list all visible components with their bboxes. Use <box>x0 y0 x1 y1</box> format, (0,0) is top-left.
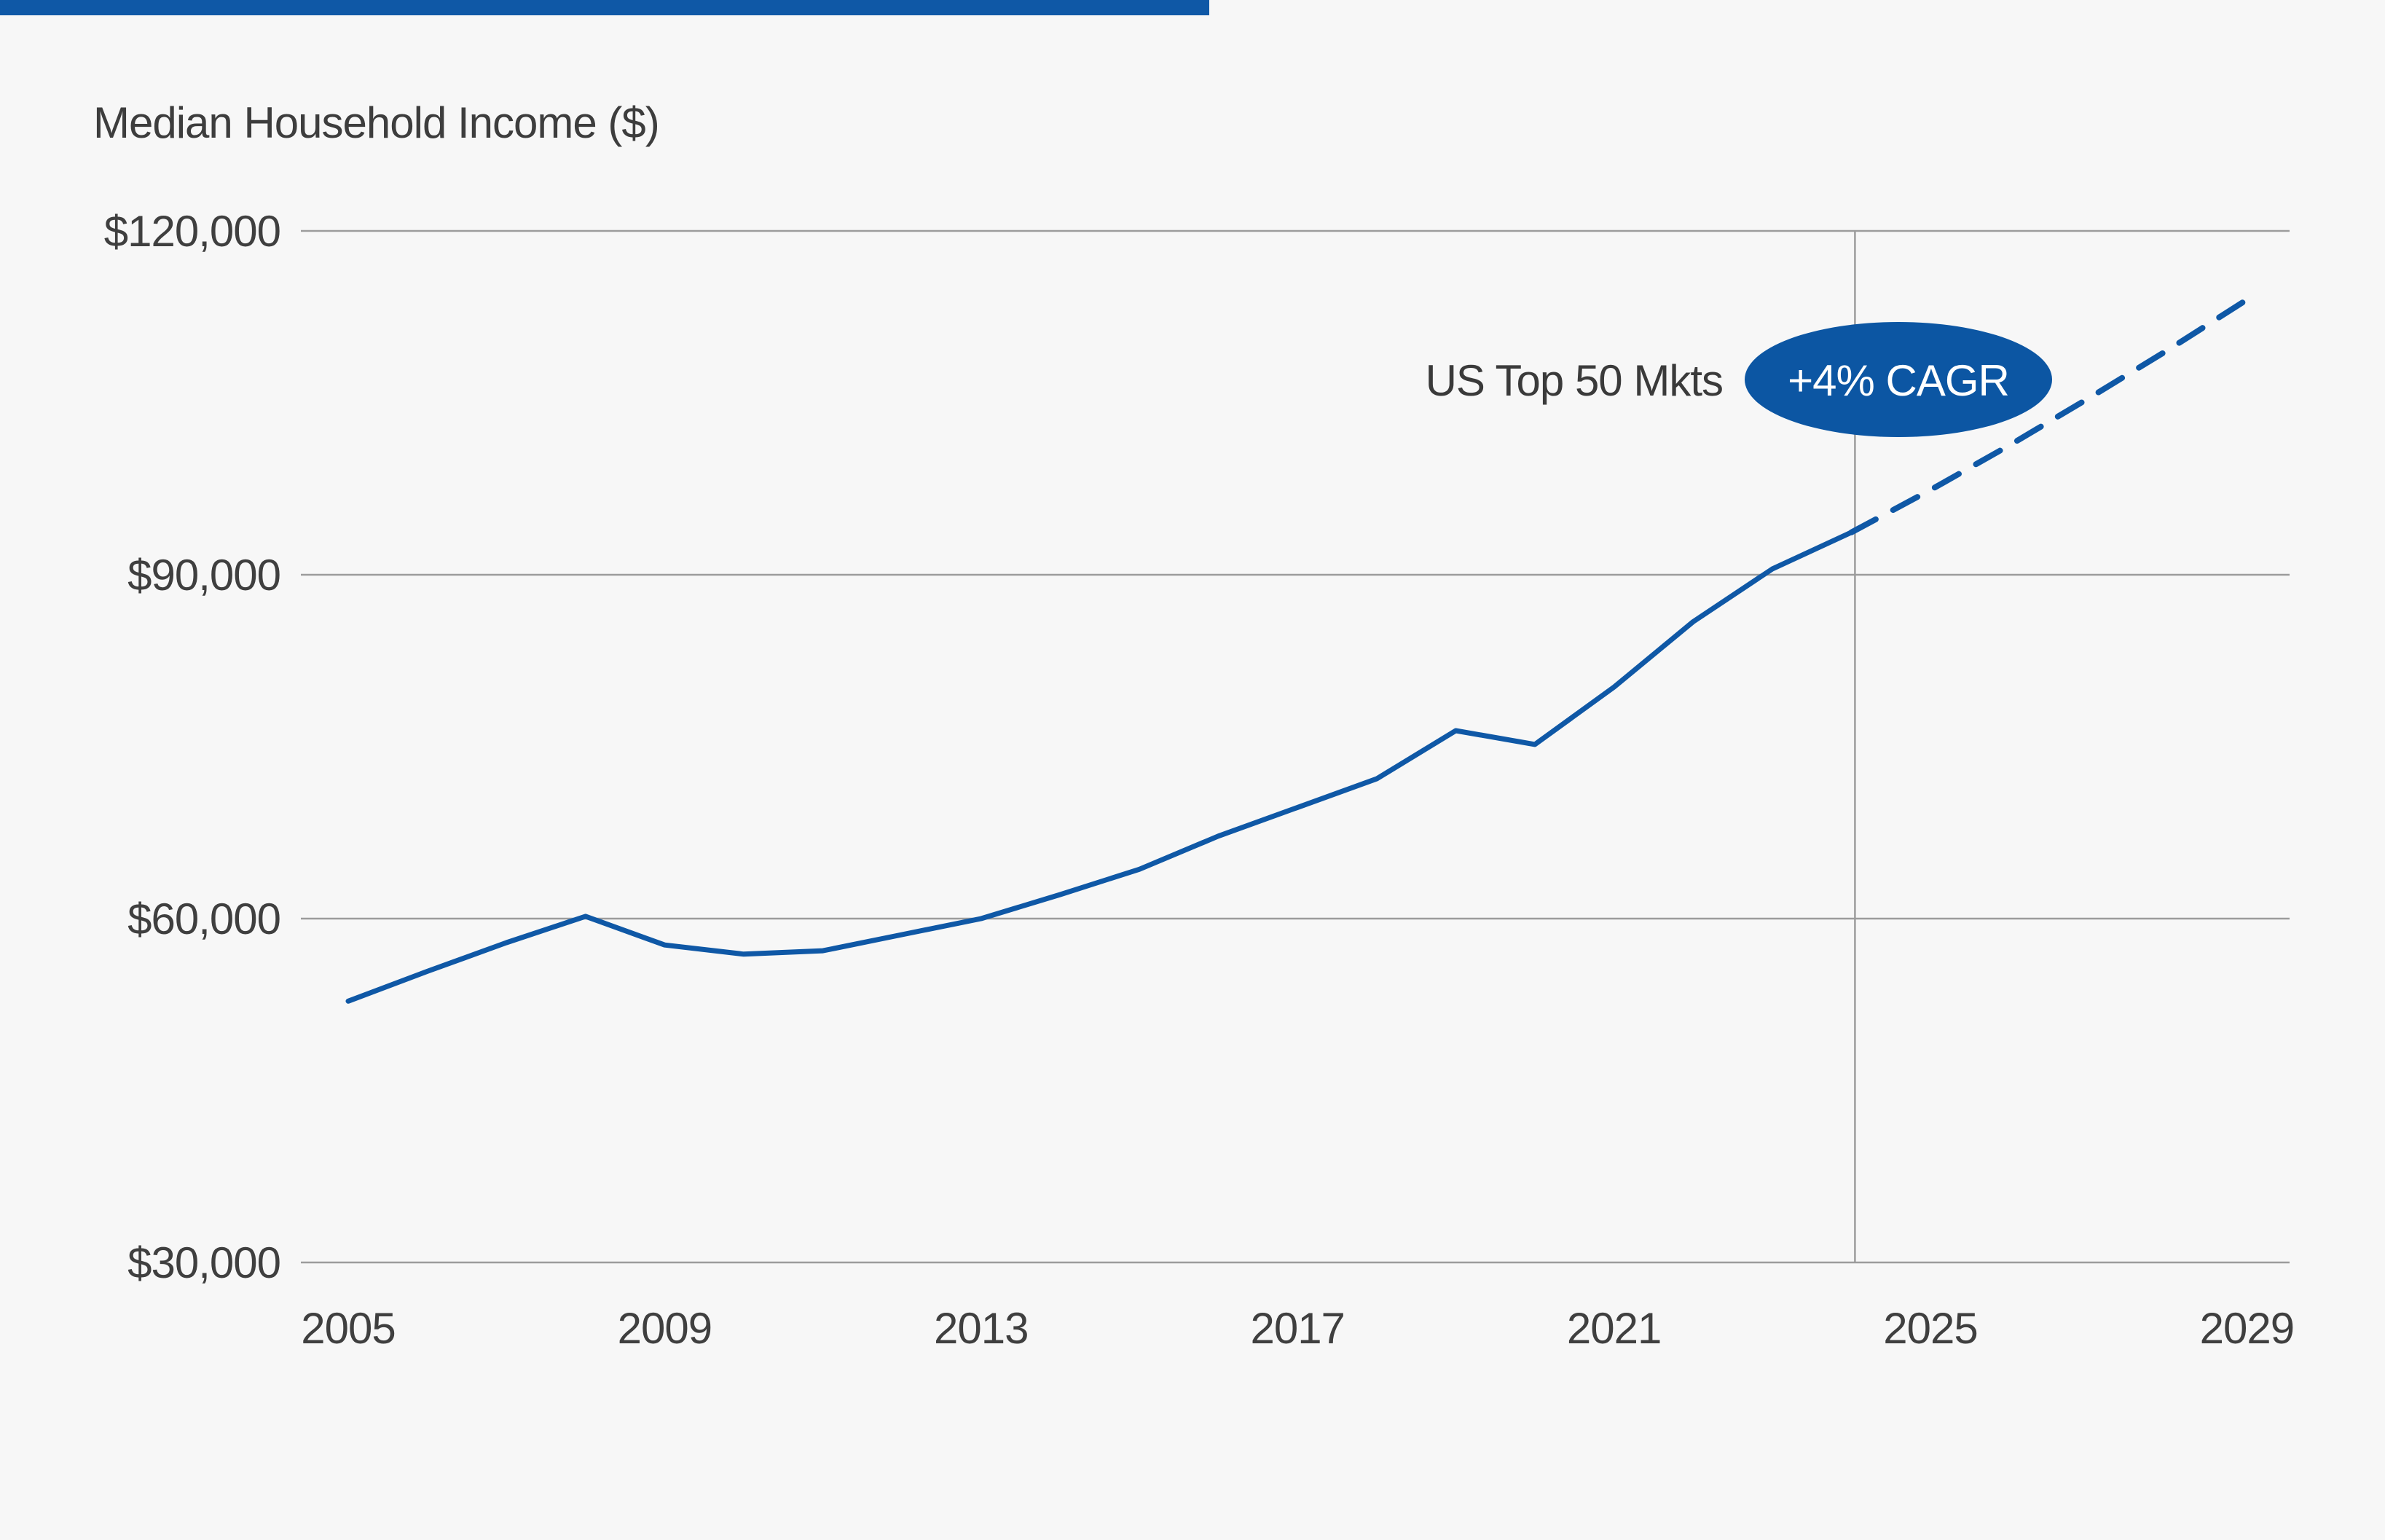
x-axis-label-2025: 2025 <box>1883 1304 1977 1353</box>
y-axis-label-90000: $90,000 <box>127 551 280 600</box>
x-axis-label-2013: 2013 <box>934 1304 1028 1353</box>
x-axis-label-2017: 2017 <box>1250 1304 1344 1353</box>
cagr-badge-label: +4% CAGR <box>1788 356 2009 405</box>
series-lines-group <box>345 296 2250 1004</box>
top-accent-bar <box>0 0 1209 15</box>
y-axis-label-120000: $120,000 <box>104 207 280 256</box>
y-axis-label-60000: $60,000 <box>127 895 280 943</box>
y-axis-label-30000: $30,000 <box>127 1238 280 1287</box>
history-solid-line <box>345 530 1854 1004</box>
series-annotation-label: US Top 50 Mkts <box>1426 356 1723 405</box>
x-axis-label-2021: 2021 <box>1567 1304 1661 1353</box>
forecast-dashed-line <box>1848 296 2250 535</box>
x-axis-label-2009: 2009 <box>618 1304 712 1353</box>
x-axis-labels-group: 2005 2009 2013 2017 2021 2025 2029 <box>301 1304 2295 1353</box>
annotation-group: US Top 50 Mkts +4% CAGR <box>1426 322 2052 437</box>
x-axis-label-2029: 2029 <box>2200 1304 2294 1353</box>
y-axis-labels-group: $120,000 $90,000 $60,000 $30,000 <box>104 207 281 1287</box>
x-axis-label-2005: 2005 <box>301 1304 395 1353</box>
chart-title: Median Household Income ($) <box>93 98 660 147</box>
gridlines-group <box>301 229 2290 1264</box>
cagr-badge-ellipse <box>1745 322 2052 437</box>
